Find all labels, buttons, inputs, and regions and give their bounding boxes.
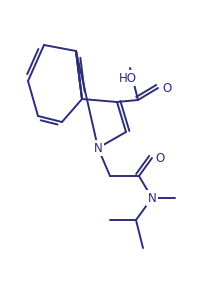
Text: N: N	[94, 142, 102, 154]
Text: HO: HO	[119, 71, 137, 84]
Text: N: N	[148, 192, 156, 205]
Text: O: O	[162, 81, 172, 95]
Text: O: O	[155, 151, 165, 164]
